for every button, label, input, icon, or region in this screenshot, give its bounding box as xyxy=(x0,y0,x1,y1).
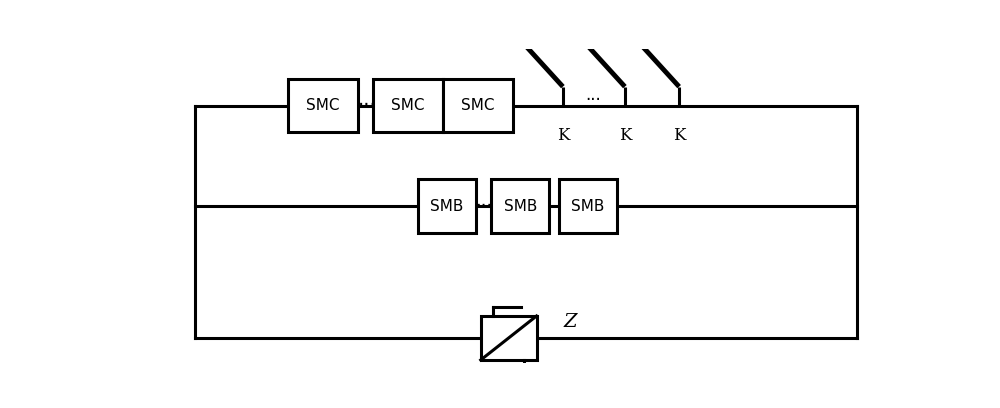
Bar xyxy=(288,79,358,132)
Text: SMB: SMB xyxy=(504,199,537,213)
Text: K: K xyxy=(619,127,631,144)
Text: K: K xyxy=(557,127,569,144)
Text: SMB: SMB xyxy=(571,199,604,213)
Bar xyxy=(559,180,617,233)
Bar xyxy=(443,79,512,132)
Text: ···: ··· xyxy=(585,91,601,109)
Text: SMC: SMC xyxy=(391,98,425,113)
Text: SMB: SMB xyxy=(430,199,463,213)
Bar xyxy=(491,180,549,233)
Text: ···: ··· xyxy=(357,96,376,115)
Bar xyxy=(418,180,476,233)
Text: Z: Z xyxy=(564,313,577,331)
Text: ···: ··· xyxy=(475,197,492,215)
Bar xyxy=(373,79,443,132)
Bar xyxy=(481,316,537,360)
Text: K: K xyxy=(673,127,685,144)
Text: SMC: SMC xyxy=(461,98,494,113)
Text: SMC: SMC xyxy=(306,98,339,113)
